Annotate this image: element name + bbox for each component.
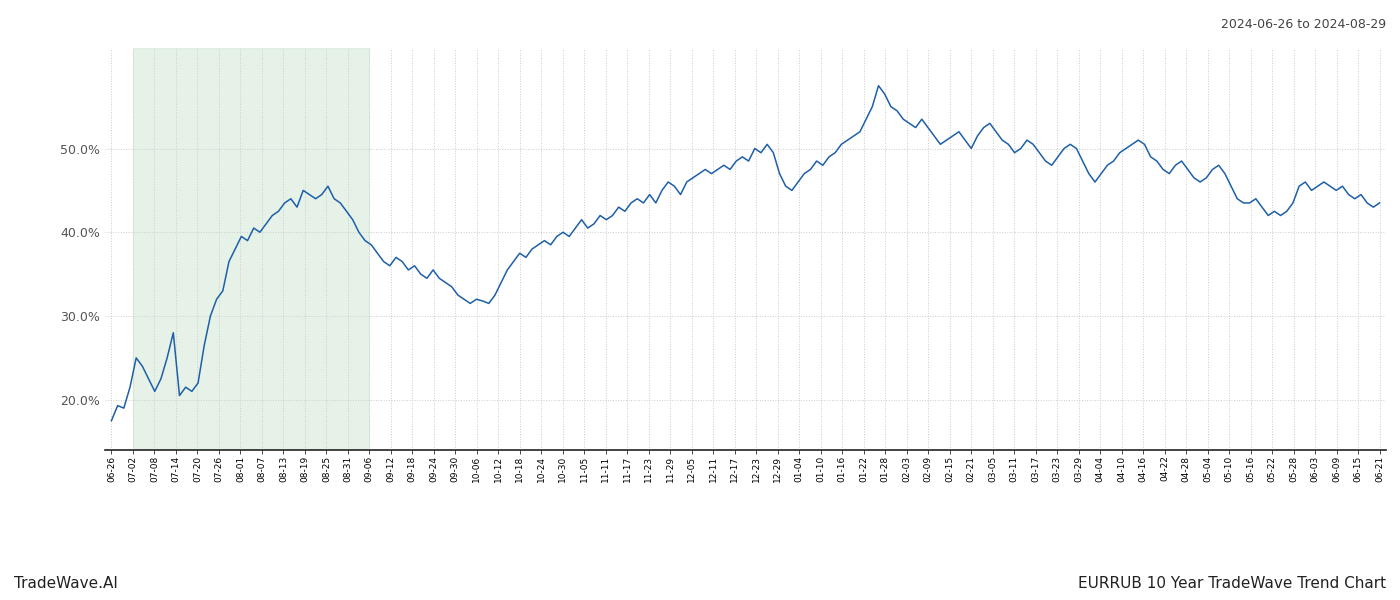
Bar bbox=[133, 48, 370, 450]
Text: EURRUB 10 Year TradeWave Trend Chart: EURRUB 10 Year TradeWave Trend Chart bbox=[1078, 576, 1386, 591]
Text: TradeWave.AI: TradeWave.AI bbox=[14, 576, 118, 591]
Text: 2024-06-26 to 2024-08-29: 2024-06-26 to 2024-08-29 bbox=[1221, 18, 1386, 31]
